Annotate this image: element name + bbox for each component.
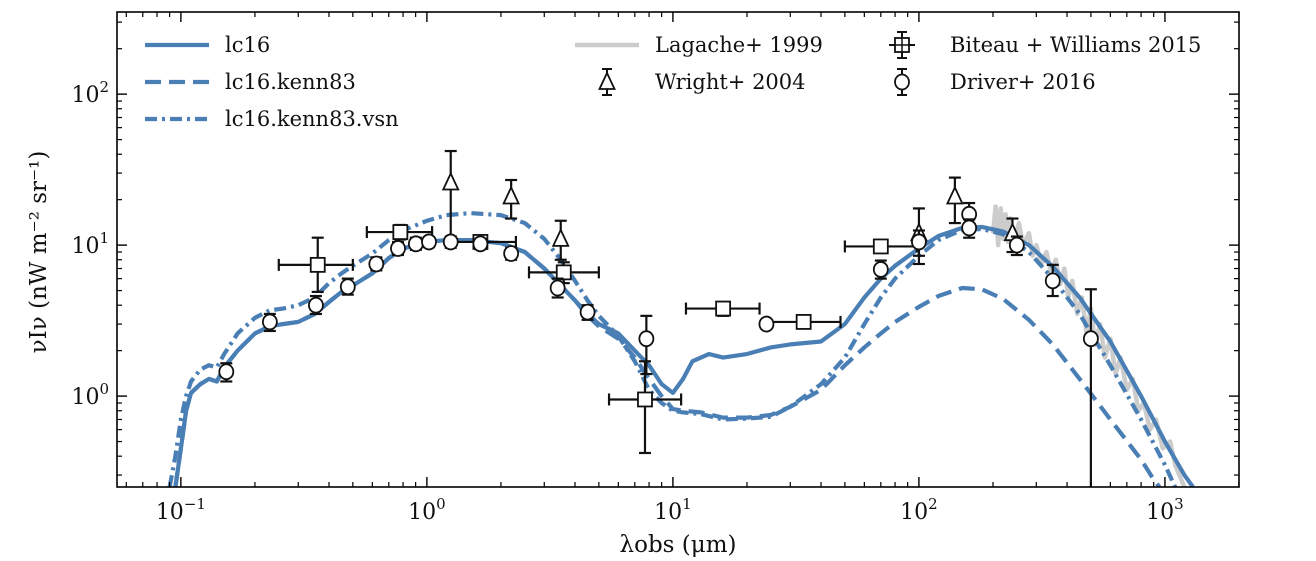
biteau-marker-square (392, 224, 409, 240)
legend-item-wright-2004-triangle-marker (598, 70, 616, 90)
driver-marker-circle (503, 245, 520, 262)
x-tick-label-3: 102 (900, 495, 938, 525)
legend-item-driver-2016-label: Driver+ 2016 (950, 70, 1096, 94)
x-tick-label-2: 101 (654, 495, 692, 525)
y-axis-label: νIν (nW m⁻² sr⁻¹) (26, 151, 52, 354)
data-points-layer (218, 149, 1099, 487)
driver-marker-circle (308, 296, 324, 314)
driver-marker-circle (1008, 236, 1025, 254)
driver-marker-circle (961, 219, 978, 237)
legend-item-lc16-label: lc16 (225, 33, 270, 57)
series-line-lc16-kenn83 (173, 237, 1162, 487)
driver-marker-circle (472, 235, 489, 253)
plot-frame (116, 11, 1240, 488)
y-tick-label-0: 100 (71, 380, 109, 410)
wright-marker-triangle (441, 171, 460, 191)
legend: lc16 lc16.kenn83 lc16.kenn83.vsn Lagache+ 1… (145, 31, 1201, 131)
driver-marker-circle (1082, 330, 1099, 348)
driver-marker-circle (421, 233, 437, 251)
driver-marker-circle (407, 235, 424, 253)
legend-item-lagache-1999-label: Lagache+ 1999 (655, 33, 823, 57)
wright-marker-triangle (551, 227, 570, 247)
x-axis-label: λobs (μm) (620, 532, 737, 558)
driver-marker-circle (872, 261, 889, 278)
legend-item-lc16-kenn83-label: lc16.kenn83 (225, 70, 356, 94)
legend-item-biteau-williams-2015-label: Biteau + Williams 2015 (950, 33, 1201, 57)
biteau-marker-square (715, 300, 732, 317)
y-tick-label-1: 101 (71, 229, 109, 259)
driver-marker-circle (1044, 272, 1061, 290)
axis-ticks: 10−1 100 101 102 103 100 101 102 (71, 12, 1240, 525)
driver-marker-circle (218, 363, 235, 381)
driver-marker-circle (442, 233, 459, 251)
driver-marker-circle (339, 278, 356, 296)
wright-marker-triangle (945, 185, 964, 205)
driver-marker-circle (911, 233, 927, 251)
legend-item-lc16-kenn83-vsn-label: lc16.kenn83.vsn (225, 107, 399, 131)
biteau-marker-square (795, 314, 812, 330)
biteau-marker-square (309, 256, 326, 273)
driver-marker-circle (579, 303, 596, 321)
x-tick-label-1: 100 (408, 495, 446, 525)
driver-marker-circle (390, 240, 406, 257)
y-tick-label-2: 102 (71, 78, 109, 108)
legend-item-driver-2016-circle-marker (894, 73, 910, 91)
driver-marker-circle (549, 279, 566, 297)
legend-item-wright-2004-label: Wright+ 2004 (655, 70, 806, 94)
biteau-marker-square (637, 391, 653, 408)
driver-marker-circle (638, 330, 655, 348)
x-tick-label-4: 103 (1146, 495, 1184, 525)
biteau-marker-square (555, 264, 572, 281)
wright-marker-triangle (502, 185, 521, 205)
driver-marker-circle (261, 313, 278, 331)
x-tick-label-0: 10−1 (156, 495, 206, 525)
series-layer (167, 204, 1195, 487)
driver-marker-circle (758, 315, 775, 333)
driver-marker-circle (368, 255, 385, 273)
biteau-marker-square (872, 238, 889, 255)
series-line-lc16-kenn83-vsn (167, 210, 1178, 487)
